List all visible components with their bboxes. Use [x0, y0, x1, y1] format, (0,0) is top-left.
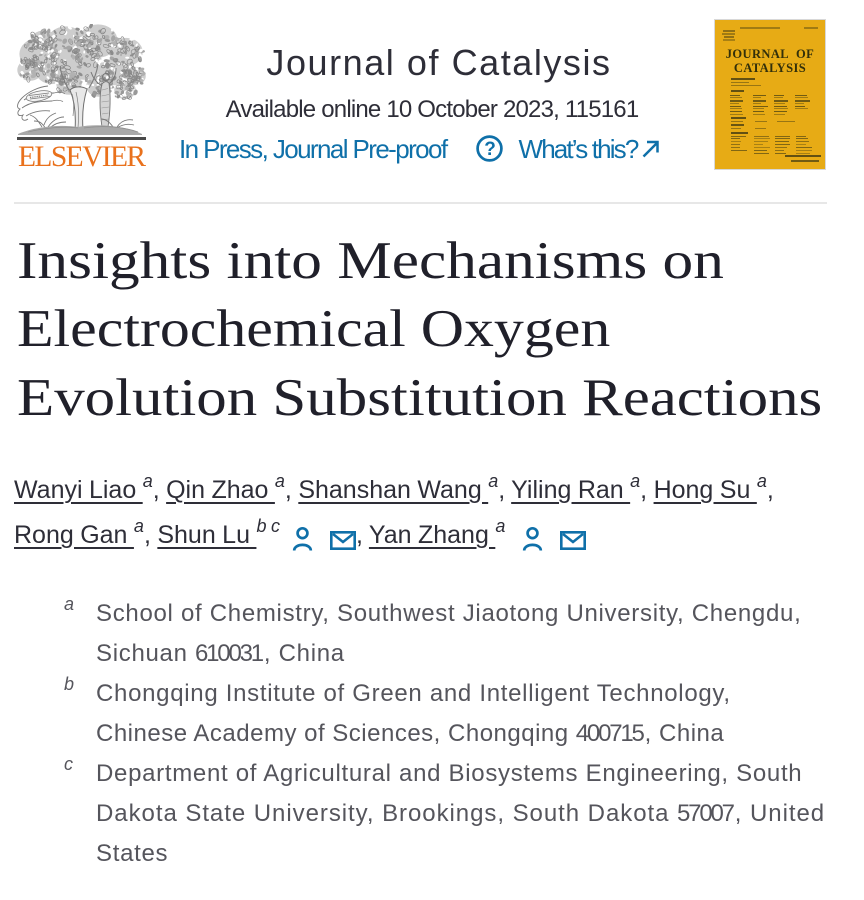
svg-text:?: ? [484, 139, 495, 160]
